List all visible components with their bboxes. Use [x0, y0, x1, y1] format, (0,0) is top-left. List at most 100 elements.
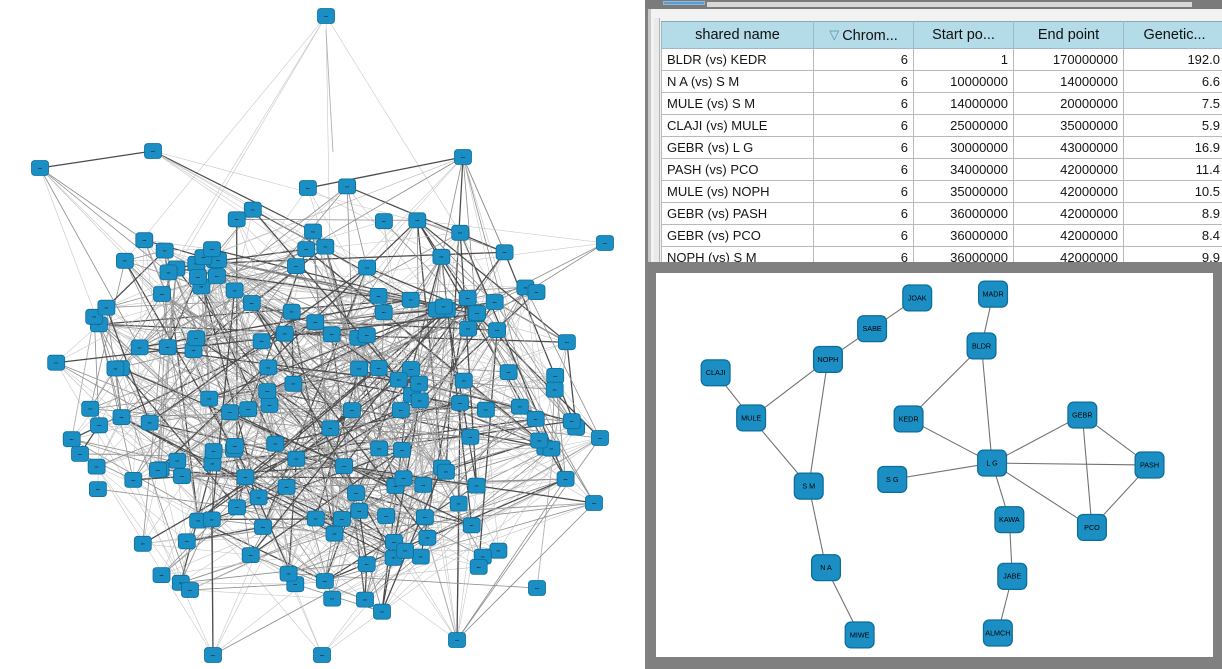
node-shape[interactable] [391, 402, 410, 418]
overview-edge[interactable] [293, 267, 368, 384]
overview-edge[interactable] [167, 186, 348, 348]
overview-edge[interactable] [330, 379, 400, 429]
node-shape[interactable] [499, 364, 518, 381]
overview-edge[interactable] [418, 383, 520, 408]
overview-edge[interactable] [364, 406, 521, 600]
node-shape[interactable] [148, 461, 167, 478]
overview-edge[interactable] [157, 156, 464, 471]
overview-node[interactable]: ▪▪▪ [89, 481, 107, 498]
node-shape[interactable] [306, 510, 325, 527]
overview-node[interactable]: ▪▪▪ [411, 548, 430, 565]
overview-node[interactable]: ▪▪▪ [227, 211, 246, 228]
overview-edge[interactable] [39, 167, 100, 325]
node-shape[interactable] [415, 509, 434, 526]
overview-edge[interactable] [211, 248, 399, 380]
overview-node[interactable]: ▪▪▪ [202, 511, 221, 528]
overview-edge[interactable] [168, 15, 327, 273]
cell-start_point[interactable]: 25000000 [913, 114, 1014, 137]
overview-node[interactable]: ▪▪▪ [495, 244, 514, 261]
overview-node[interactable]: ▪▪▪ [432, 248, 451, 265]
overview-node[interactable]: ▪▪▪ [410, 392, 429, 409]
overview-edge[interactable] [115, 368, 335, 535]
cell-chromosome[interactable]: 6 [813, 92, 914, 115]
overview-edge[interactable] [296, 458, 394, 559]
overview-edge[interactable] [296, 420, 572, 460]
overview-edge[interactable] [471, 478, 566, 526]
overview-node[interactable]: ▪▪▪ [461, 428, 480, 445]
overview-edge[interactable] [355, 492, 458, 641]
overview-node[interactable]: ▪▪▪ [410, 375, 428, 392]
node-shape[interactable] [527, 284, 546, 301]
overview-edge[interactable] [296, 329, 498, 460]
cell-genetic[interactable]: 11.4 [1123, 158, 1222, 181]
node-shape[interactable] [258, 383, 277, 400]
overview-edge[interactable] [106, 307, 183, 477]
overview-node[interactable]: ▪▪▪ [335, 458, 354, 475]
node-shape[interactable] [135, 232, 154, 249]
overview-edge[interactable] [307, 156, 464, 189]
overview-node[interactable]: ▪▪▪ [116, 252, 134, 269]
node-shape[interactable] [369, 287, 388, 304]
cell-genetic[interactable]: 6.6 [1123, 70, 1222, 93]
overview-network-graph[interactable]: ▪▪▪ ▪▪▪ ▪▪▪ ▪▪▪ ▪▪▪ ▪▪▪ ▪▪▪ ▪▪▪ ▪▪▪ ▪▪▪ ▪▪▪ ▪▪▪ ▪▪▪ ▪… [0, 0, 645, 669]
node-shape[interactable] [411, 548, 430, 565]
overview-edge[interactable] [525, 287, 601, 439]
overview-edge[interactable] [211, 249, 238, 508]
overview-edge[interactable] [410, 299, 509, 373]
node-shape[interactable] [241, 547, 260, 563]
overview-node[interactable]: ▪▪▪ [356, 591, 374, 608]
node-shape[interactable] [358, 259, 377, 276]
table-row[interactable]: GEBR (vs) PCO 6 36000000 42000000 8.4 [661, 224, 1222, 247]
overview-node[interactable]: ▪▪▪ [530, 432, 549, 449]
cell-start_point[interactable]: 1 [913, 48, 1014, 71]
node-shape[interactable] [434, 298, 453, 315]
node-shape[interactable] [243, 201, 262, 218]
node-shape[interactable] [317, 8, 335, 24]
overview-edge[interactable] [400, 409, 540, 441]
cell-chromosome[interactable]: 6 [813, 224, 914, 247]
overview-edge[interactable] [142, 543, 251, 556]
overview-node[interactable]: ▪▪▪ [189, 268, 207, 285]
overview-edge[interactable] [56, 362, 214, 452]
table-row[interactable]: PASH (vs) PCO 6 34000000 42000000 11.4 [661, 158, 1222, 181]
overview-node[interactable]: ▪▪▪ [144, 143, 162, 159]
node-shape[interactable] [313, 647, 331, 663]
overview-edge[interactable] [295, 379, 399, 585]
node-shape[interactable] [591, 430, 609, 446]
overview-edge[interactable] [201, 286, 331, 429]
node-shape[interactable] [357, 327, 376, 344]
overview-node[interactable]: ▪▪▪ [391, 402, 410, 418]
overview-edge[interactable] [234, 187, 309, 291]
node-shape[interactable] [978, 280, 1009, 308]
overview-edge[interactable] [197, 367, 380, 522]
overview-node[interactable]: ▪▪▪ [528, 580, 546, 596]
overview-node[interactable]: ▪▪▪ [591, 430, 609, 446]
overview-node[interactable]: ▪▪▪ [415, 509, 434, 526]
overview-edge[interactable] [284, 333, 368, 565]
node-shape[interactable] [321, 420, 340, 437]
cell-end_point[interactable]: 170000000 [1013, 48, 1124, 71]
overview-node[interactable]: ▪▪▪ [338, 178, 357, 195]
table-row[interactable]: GEBR (vs) L G 6 30000000 43000000 16.9 [661, 136, 1222, 159]
overview-edge[interactable] [266, 390, 426, 518]
overview-node[interactable]: ▪▪▪ [449, 495, 468, 512]
node-shape[interactable] [90, 417, 108, 434]
table-row[interactable]: CLAJI (vs) MULE 6 25000000 35000000 5.9 [661, 114, 1222, 137]
overview-node[interactable]: ▪▪▪ [177, 533, 196, 550]
node-shape[interactable] [461, 428, 480, 445]
overview-edge[interactable] [149, 422, 191, 591]
node-shape[interactable] [410, 392, 429, 409]
node-shape[interactable] [982, 619, 1013, 647]
overview-node[interactable]: ▪▪▪ [152, 567, 171, 583]
node-shape[interactable] [144, 143, 162, 159]
overview-edge[interactable] [139, 186, 348, 348]
node-shape[interactable] [1067, 401, 1098, 429]
cell-end_point[interactable]: 42000000 [1013, 224, 1124, 247]
node-shape[interactable] [159, 264, 178, 281]
overview-edge[interactable] [142, 518, 316, 545]
node-shape[interactable] [316, 238, 335, 255]
table-row[interactable]: BLDR (vs) KEDR 6 1 170000000 192.0 [661, 48, 1222, 71]
overview-edge[interactable] [307, 187, 442, 258]
overview-edge[interactable] [358, 510, 368, 565]
overview-node[interactable]: ▪▪▪ [279, 565, 298, 582]
